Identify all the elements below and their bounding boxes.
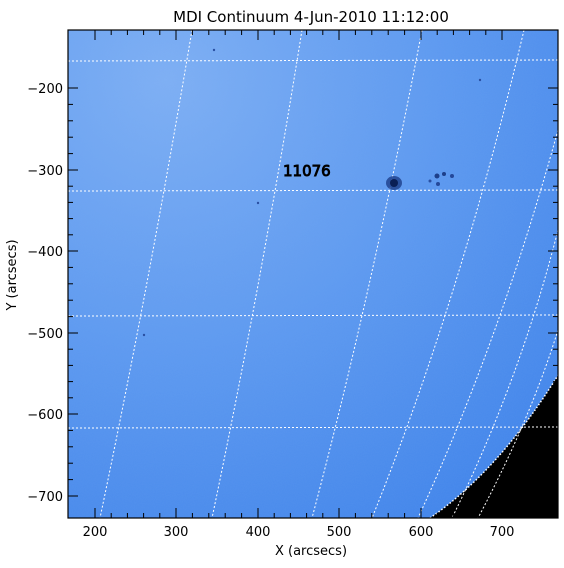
x-tick-label: 400 [246,525,271,540]
off-disk-space-corner [430,375,558,518]
y-tick-label: −700 [27,490,63,505]
y-tick-label: −500 [27,327,63,342]
x-tick-label: 600 [409,525,434,540]
figure-title: MDI Continuum 4-Jun-2010 11:12:00 [173,8,449,26]
y-tick-label: −200 [27,82,63,97]
granulation-texture [68,30,558,518]
x-axis-label: X (arcsecs) [275,544,347,559]
solar-disk-image: 11076 [68,30,564,518]
x-tick-label: 700 [490,525,515,540]
limb-line [429,373,558,518]
y-tick-label: −300 [27,164,63,179]
y-axis-label: Y (arcsecs) [5,239,20,311]
longitude-grid [99,30,558,518]
x-axis-ticks: 200 300 400 500 600 700 [83,30,515,540]
region-label: 11076 [283,162,331,180]
active-region-spots [142,48,482,337]
plot-frame [67,29,559,519]
off-disk-space [560,360,564,518]
x-tick-label: 200 [83,525,108,540]
x-tick-label: 500 [327,525,352,540]
x-tick-label: 300 [164,525,189,540]
y-tick-label: −600 [27,408,63,423]
y-tick-label: −400 [27,245,63,260]
latitude-grid [68,59,558,429]
y-axis-ticks: −200 −300 −400 −500 −600 −700 [27,82,558,505]
